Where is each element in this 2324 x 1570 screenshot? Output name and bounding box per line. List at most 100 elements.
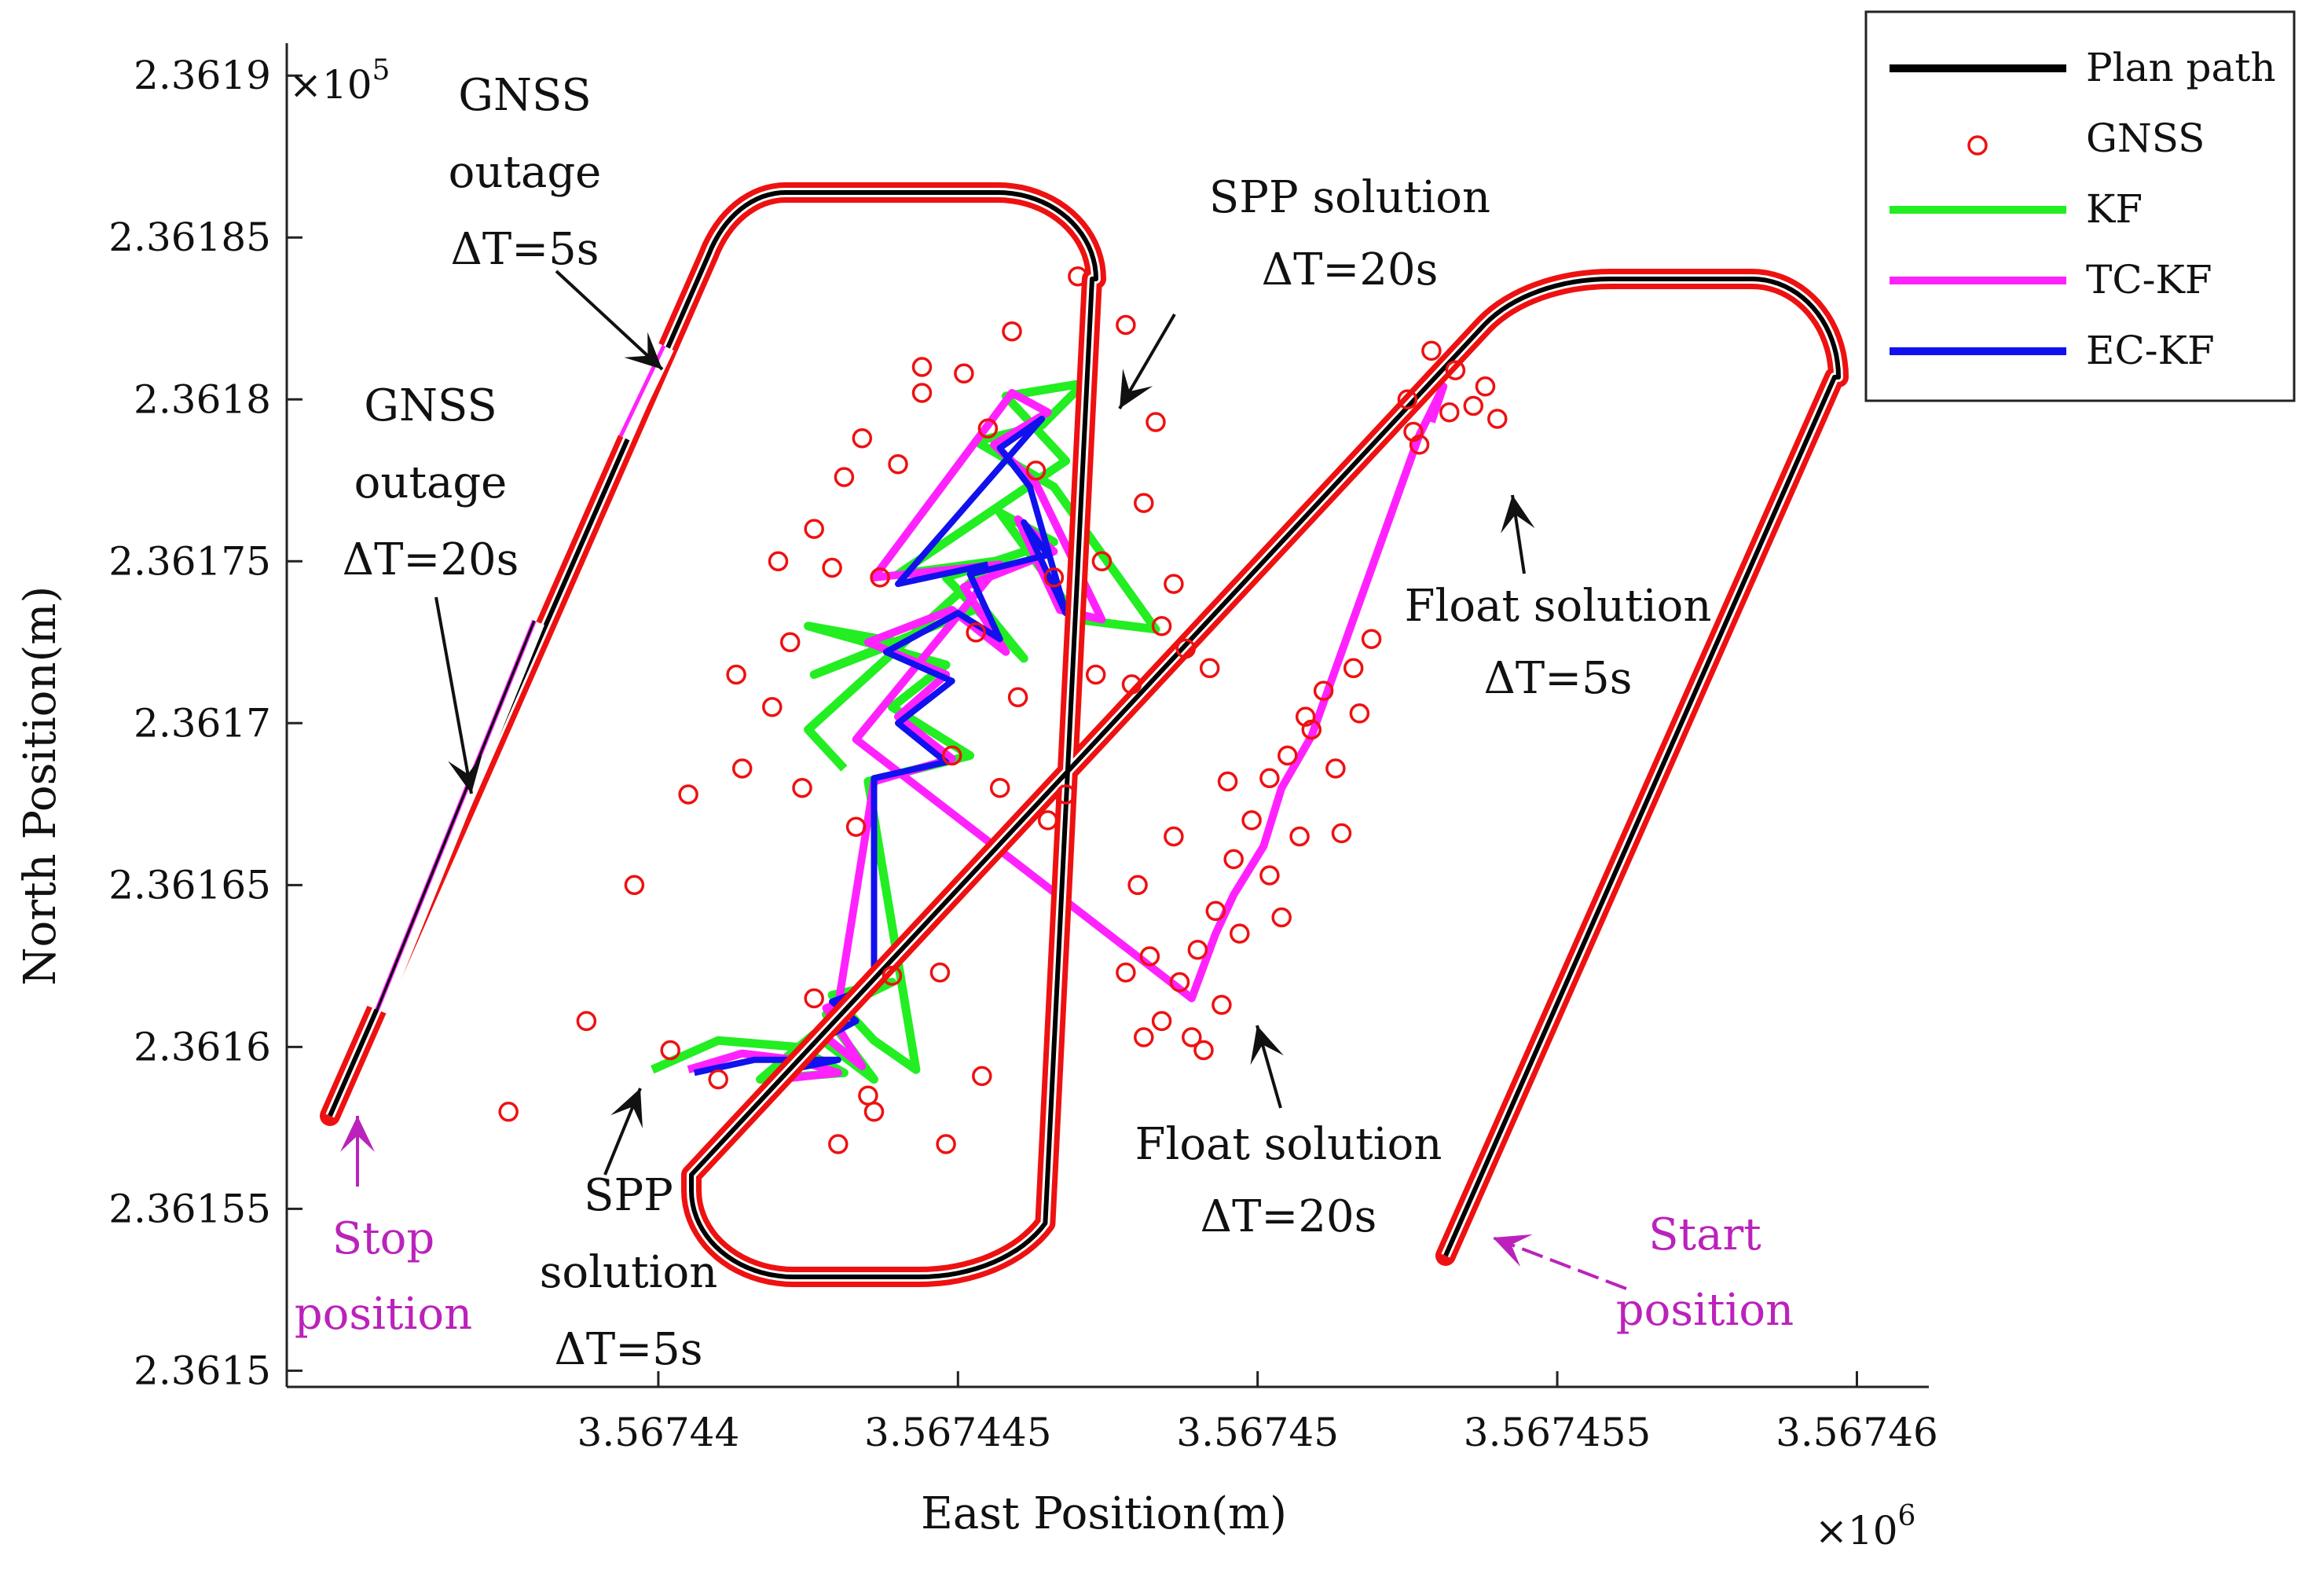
tick-labels: 3.56744 3.567445 3.56745 3.567455 3.56746 2.3… — [108, 53, 1938, 1455]
gnss-point — [762, 696, 783, 717]
gnss-point — [863, 1102, 885, 1122]
gnss-point — [1277, 745, 1298, 766]
gnss-point — [1289, 826, 1310, 847]
gnss-point — [1139, 946, 1160, 967]
arrow-head — [610, 1088, 643, 1128]
arrow-head — [1250, 1025, 1284, 1066]
gnss-point — [1068, 266, 1088, 287]
legend-label: KF — [2086, 186, 2143, 232]
y-tick-label: 2.3619 — [134, 53, 271, 98]
gnss-point — [852, 427, 873, 449]
gnss-point — [768, 551, 789, 572]
gnss-point — [708, 1069, 728, 1090]
gnss-point — [888, 453, 908, 475]
gnss-point — [1116, 314, 1136, 336]
y-tick-label: 2.36175 — [108, 538, 271, 584]
annotation-text: SPP solution ΔT=5s — [540, 1170, 718, 1375]
gnss-point — [1445, 360, 1466, 380]
arrow-head — [448, 754, 482, 794]
annotation-text: Start position — [1616, 1209, 1794, 1336]
gnss-point — [966, 622, 986, 643]
annotation-text: GNSS outage ΔT=5s — [449, 70, 602, 275]
gnss-point — [498, 1102, 519, 1122]
outage-plan-20s — [376, 620, 536, 1011]
gnss-point — [1175, 638, 1196, 659]
plot-area — [320, 182, 1849, 1287]
gnss-point — [972, 1066, 992, 1087]
annotation-text: SPP solution ΔT=20s — [1209, 172, 1490, 295]
gnss-point — [1085, 664, 1106, 685]
plot-axes — [285, 43, 1929, 1388]
x-exponent: ×106 — [1815, 1500, 1915, 1553]
gnss-point — [804, 519, 824, 539]
gnss-point — [828, 1134, 849, 1154]
kf-track — [651, 379, 1160, 1084]
gnss-point — [870, 567, 890, 588]
gnss-point — [1025, 460, 1047, 481]
gnss-point — [1127, 875, 1148, 896]
gnss-point — [1193, 1040, 1214, 1061]
gnss-point — [678, 784, 698, 805]
gnss-point — [977, 418, 999, 439]
gnss-point — [1271, 907, 1292, 928]
x-tick-label: 3.567455 — [1464, 1410, 1651, 1455]
gnss-point — [911, 357, 933, 377]
gnss-point — [1164, 574, 1184, 594]
y-axis-label: North Position(m) — [15, 586, 66, 986]
gnss-point — [1259, 768, 1280, 789]
gnss-point — [1091, 551, 1113, 572]
gnss-point — [624, 875, 645, 896]
gnss-point — [941, 745, 962, 766]
gnss-point — [1121, 674, 1142, 695]
gnss-point — [1325, 758, 1346, 779]
y-tick-label: 2.36165 — [108, 862, 271, 908]
annotation-arrow — [1492, 1236, 1627, 1290]
gnss-point — [1134, 1027, 1154, 1047]
plan-path-line — [328, 190, 1841, 1279]
gnss-point — [1421, 340, 1442, 361]
gnss-point — [1259, 865, 1280, 886]
annotations: GNSS outage ΔT=5s GNSS outage ΔT=20s SPP solut… — [295, 70, 1794, 1375]
legend-swatch — [1967, 135, 1988, 156]
gnss-point — [1230, 923, 1250, 944]
gnss-point — [1199, 658, 1220, 679]
gnss-point — [1241, 810, 1262, 831]
y-tick-label: 2.3618 — [134, 376, 271, 422]
gnss-point — [882, 965, 903, 986]
gnss-point — [1007, 687, 1028, 708]
gnss-point — [954, 363, 974, 384]
gnss-point — [804, 988, 824, 1009]
annotation-text: Float solution ΔT=5s — [1405, 581, 1712, 704]
gnss-point — [1475, 376, 1496, 397]
legend: Plan path GNSS KF TC-KF EC-KF — [1864, 10, 2296, 402]
gnss-point — [858, 1085, 878, 1106]
gnss-point — [1361, 629, 1382, 649]
annotation-arrow — [555, 270, 664, 371]
gnss-point — [1217, 771, 1238, 792]
gnss-point — [1301, 719, 1322, 740]
x-tick-label: 3.56745 — [1176, 1410, 1339, 1455]
gnss-point — [1463, 395, 1484, 416]
annotation-text: Stop position — [295, 1213, 472, 1340]
annotation-text: Float solution ΔT=20s — [1135, 1119, 1442, 1242]
gnss-markers — [498, 266, 1508, 1154]
gnss-point — [1331, 823, 1352, 844]
legend-label: TC-KF — [2086, 257, 2212, 303]
gnss-point — [1403, 421, 1424, 442]
gnss-point — [779, 632, 801, 653]
gnss-point — [1187, 939, 1208, 960]
gnss-point — [792, 777, 812, 798]
annotation-arrow — [434, 596, 473, 794]
gnss-point — [834, 467, 855, 487]
gnss-point — [1182, 1027, 1202, 1047]
gnss-point — [576, 1011, 597, 1032]
legend-label: EC-KF — [2086, 328, 2215, 373]
annotation-text: GNSS outage ΔT=20s — [343, 380, 519, 585]
y-tick-label: 2.36155 — [108, 1186, 271, 1231]
gnss-point — [1037, 810, 1058, 831]
arrow-head — [1501, 495, 1535, 534]
gnss-point — [1151, 1011, 1172, 1032]
gnss-point — [1151, 615, 1172, 636]
y-tick-label: 2.3615 — [134, 1348, 271, 1393]
